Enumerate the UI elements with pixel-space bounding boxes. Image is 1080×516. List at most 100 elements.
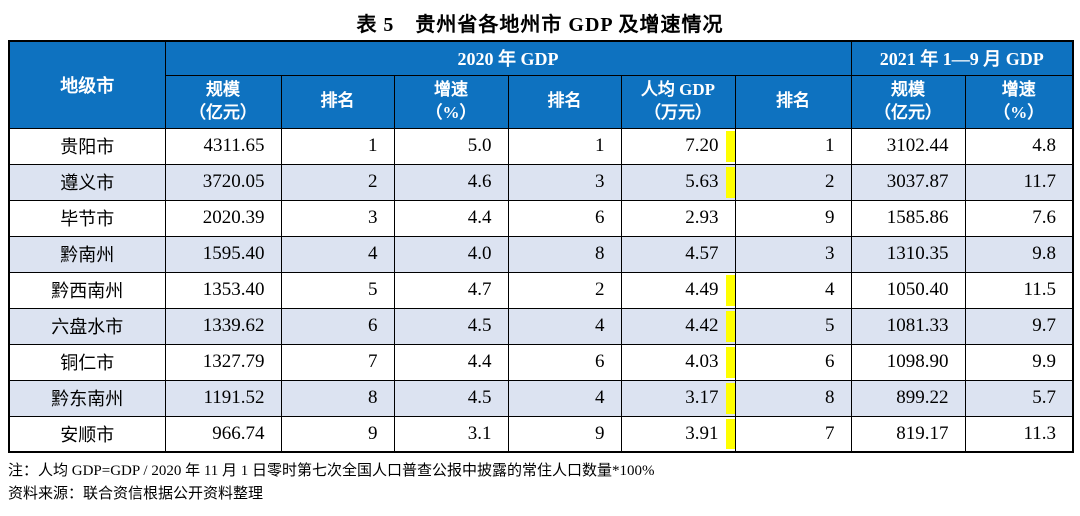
col-header-line: 增速 [1001,79,1036,99]
table-notes: 注：人均 GDP=GDP / 2020 年 11 月 1 日零时第七次全国人口普… [8,460,1072,507]
gdp2020-rank-cell: 2 [280,163,395,201]
city-cell: 贵阳市 [8,127,166,165]
per-capita-gdp-cell: 4.03 [620,343,736,381]
per-capita-rank-cell: 9 [734,199,852,237]
table-row: 遵义市 3720.05 2 4.6 3 5.63 2 3037.87 11.7 [8,163,1074,201]
table-row: 安顺市 966.74 9 3.1 9 3.91 7 819.17 11.3 [8,415,1074,453]
gdp2020-rank-cell: 5 [280,271,395,309]
growth2020-rank-cell: 8 [507,235,622,273]
growth2020-cell: 4.4 [393,199,509,237]
per-capita-rank-cell: 6 [734,343,852,381]
growth2021-cell: 11.5 [964,271,1074,309]
growth2020-rank-cell: 6 [507,343,622,381]
per-capita-rank-cell: 7 [734,415,852,453]
gdp2021-scale-cell: 899.22 [850,379,966,417]
per-capita-rank-cell: 2 [734,163,852,201]
growth2020-rank-cell: 6 [507,199,622,237]
col-header-per-capita-gdp: 人均 GDP （万元） [620,74,736,129]
col-header-line: （万元） [644,102,712,122]
per-capita-gdp-cell: 5.63 [620,163,736,201]
gdp2020-scale-cell: 966.74 [164,415,282,453]
table-row: 黔南州 1595.40 4 4.0 8 4.57 3 1310.35 9.8 [8,235,1074,273]
growth2021-cell: 4.8 [964,127,1074,165]
gdp2021-scale-cell: 1310.35 [850,235,966,273]
col-header-city: 地级市 [8,40,166,129]
growth2020-cell: 4.4 [393,343,509,381]
highlight-mark [725,274,735,306]
gdp2020-rank-cell: 9 [280,415,395,453]
note-formula: 注：人均 GDP=GDP / 2020 年 11 月 1 日零时第七次全国人口普… [8,463,655,479]
city-cell: 黔东南州 [8,379,166,417]
city-cell: 铜仁市 [8,343,166,381]
gdp2020-rank-cell: 3 [280,199,395,237]
gdp2020-rank-cell: 6 [280,307,395,345]
gdp2020-scale-cell: 1595.40 [164,235,282,273]
col-header-growth-2021: 增速 （%） [964,74,1074,129]
gdp2020-scale-cell: 1327.79 [164,343,282,381]
growth2021-cell: 7.6 [964,199,1074,237]
gdp2020-rank-cell: 1 [280,127,395,165]
per-capita-gdp-cell: 2.93 [620,199,736,237]
gdp2020-rank-cell: 7 [280,343,395,381]
growth2021-cell: 11.7 [964,163,1074,201]
city-cell: 安顺市 [8,415,166,453]
header-group-row: 地级市 2020 年 GDP 2021 年 1—9 月 GDP [8,40,1074,129]
col-header-line: （亿元） [874,102,942,122]
per-capita-gdp-cell: 3.17 [620,379,736,417]
header-sub-row: 规模 （亿元） 排名 增速 （%） 排名 人均 GDP （万元） 排名 规模 [9,74,1074,129]
growth2020-cell: 4.0 [393,235,509,273]
col-header-rank-per-capita: 排名 [734,74,852,129]
per-capita-rank-cell: 8 [734,379,852,417]
highlight-mark [725,166,735,198]
gdp2020-rank-cell: 4 [280,235,395,273]
per-capita-gdp-cell: 4.49 [620,271,736,309]
table-row: 六盘水市 1339.62 6 4.5 4 4.42 5 1081.33 9.7 [8,307,1074,345]
gdp2021-scale-cell: 819.17 [850,415,966,453]
growth2020-rank-cell: 4 [507,379,622,417]
growth2020-rank-cell: 9 [507,415,622,453]
city-cell: 黔南州 [8,235,166,273]
growth2021-cell: 9.7 [964,307,1074,345]
highlight-mark [725,418,735,449]
highlight-mark [725,310,735,342]
per-capita-rank-cell: 1 [734,127,852,165]
col-header-line: （亿元） [189,102,257,122]
col-header-line: 规模 [891,79,925,99]
col-header-line: 排名 [320,91,355,111]
col-header-line: 排名 [776,91,810,111]
col-group-2021-gdp: 2021 年 1—9 月 GDP [850,40,1074,76]
per-capita-gdp-cell: 4.57 [620,235,736,273]
table-row: 黔西南州 1353.40 5 4.7 2 4.49 4 1050.40 11.5 [8,271,1074,309]
table-row: 铜仁市 1327.79 7 4.4 6 4.03 6 1098.90 9.9 [8,343,1074,381]
per-capita-gdp-cell: 3.91 [620,415,736,453]
col-header-line: （%） [425,102,477,122]
per-capita-rank-cell: 4 [734,271,852,309]
per-capita-gdp-cell: 4.42 [620,307,736,345]
city-cell: 遵义市 [8,163,166,201]
highlight-mark [725,382,735,414]
col-header-growth-2020: 增速 （%） [393,74,509,129]
gdp2020-rank-cell: 8 [280,379,395,417]
per-capita-rank-cell: 5 [734,307,852,345]
growth2021-cell: 5.7 [964,379,1074,417]
per-capita-rank-cell: 3 [734,235,852,273]
city-cell: 黔西南州 [8,271,166,309]
gdp-table: 地级市 2020 年 GDP 2021 年 1—9 月 GDP 规模 （亿元） … [8,40,1074,453]
highlight-mark [725,346,735,378]
gdp2020-scale-cell: 3720.05 [164,163,282,201]
table-row: 黔东南州 1191.52 8 4.5 4 3.17 8 899.22 5.7 [8,379,1074,417]
gdp2021-scale-cell: 1098.90 [850,343,966,381]
growth2020-rank-cell: 4 [507,307,622,345]
growth2020-cell: 4.7 [393,271,509,309]
gdp2021-scale-cell: 1585.86 [850,199,966,237]
growth2020-cell: 4.6 [393,163,509,201]
gdp2020-scale-cell: 2020.39 [164,199,282,237]
gdp2021-scale-cell: 1050.40 [850,271,966,309]
col-header-line: （%） [993,102,1045,122]
gdp2021-scale-cell: 3037.87 [850,163,966,201]
gdp2020-scale-cell: 1353.40 [164,271,282,309]
col-header-line: 人均 GDP [640,79,716,99]
gdp2020-scale-cell: 1191.52 [164,379,282,417]
growth2021-cell: 9.9 [964,343,1074,381]
